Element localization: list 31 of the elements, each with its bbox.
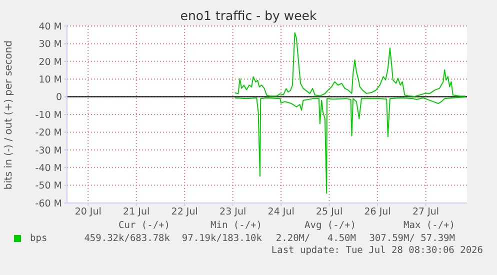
x-tick-label: 24 Jul: [268, 206, 294, 218]
text: Avg (-/+): [304, 220, 356, 231]
text: 97.19k/183.10k: [182, 233, 262, 244]
y-tick-label: 10 M: [38, 74, 62, 86]
x-tick-label: 22 Jul: [171, 206, 198, 218]
text: Min (-/+): [210, 220, 262, 231]
x-tick-label: 25 Jul: [316, 206, 343, 218]
y-tick-label: 40 M: [38, 21, 62, 32]
x-tick-label: 20 Jul: [74, 206, 102, 218]
x-tick-label: 27 Jul: [412, 206, 440, 218]
x-tick-label: 26 Jul: [364, 206, 391, 218]
text: 307.59M/ 57.39M: [369, 233, 455, 244]
text: 459.32k/683.78k: [83, 233, 170, 244]
y-tick-label: 30 M: [38, 39, 62, 50]
y-tick-label: -10 M: [35, 110, 62, 121]
y-tick-label: -50 M: [35, 180, 62, 192]
y-tick-label: -60 M: [35, 198, 62, 210]
text: Last update: Tue Jul 28 08:30:06 2026: [271, 245, 483, 256]
chart-title: eno1 traffic - by week: [179, 8, 318, 23]
y-tick-label: -20 M: [35, 128, 62, 139]
text: Max (-/+): [402, 220, 455, 231]
y-tick-label: -40 M: [35, 162, 62, 174]
y-tick-label: 20 M: [38, 56, 62, 68]
legend-label: bps: [30, 233, 48, 244]
y-tick-label: 0: [56, 92, 62, 104]
text: 2.20M/ 4.50M: [276, 233, 356, 244]
y-tick-label: -30 M: [35, 145, 62, 156]
x-tick-label: 21 Jul: [123, 206, 150, 218]
y-axis-title: bits in (-) / out (+) per second: [4, 40, 14, 190]
x-tick-label: 23 Jul: [220, 206, 246, 218]
text: Cur (-/+): [118, 220, 170, 231]
